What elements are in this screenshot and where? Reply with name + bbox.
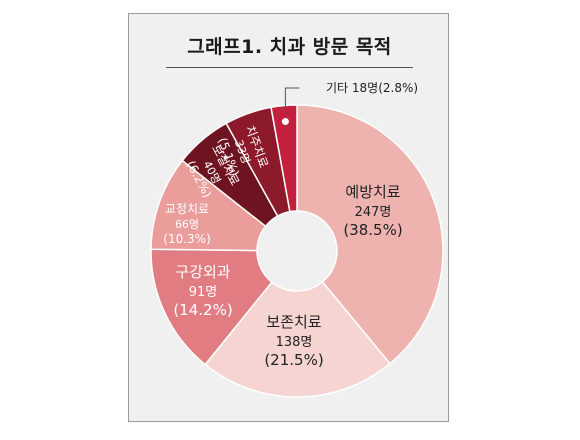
slice-1-count: 247명 — [355, 205, 392, 220]
slice-7-marker — [281, 118, 289, 126]
slice-2-count: 138명 — [276, 335, 313, 350]
slice-1-label: 예방치료 — [345, 183, 400, 201]
slice-4-label: 교정치료 — [165, 202, 209, 216]
slice-7-label-name: 기타 — [326, 81, 352, 95]
donut-slice-7 — [270, 104, 298, 213]
slice-3-percent: (14.2%) — [173, 301, 232, 319]
slice-4-count: 66명 — [175, 218, 199, 231]
slice-1-percent: (38.5%) — [343, 221, 402, 239]
slice-3-count: 91명 — [189, 285, 218, 300]
donut-slice-1 — [296, 104, 444, 365]
donut-slice-2 — [204, 280, 391, 398]
slice-2-label-group: 보존치료 138명(21.5%) — [264, 313, 323, 369]
slice-7-label: 기타 18명(2.8%) — [326, 81, 418, 95]
slice-4-label-group: 교정치료 66명(10.3%) — [163, 202, 210, 246]
slice-1-label-group: 예방치료 247명(38.5%) — [343, 183, 402, 239]
title-divider — [166, 67, 413, 68]
donut-slice-3 — [150, 248, 273, 366]
slice-2-label: 보존치료 — [266, 313, 321, 331]
slice-3-label: 구강외과 — [175, 263, 230, 281]
slice-3-label-group: 구강외과 91명(14.2%) — [173, 263, 232, 319]
slice-4-percent: (10.3%) — [163, 232, 210, 246]
slice-2-percent: (21.5%) — [264, 351, 323, 369]
slice-7-label-value: 18명(2.8%) — [352, 81, 418, 95]
slice-7-leader-line — [284, 87, 300, 114]
chart-title: 그래프1. 치과 방문 목적 — [187, 36, 392, 58]
donut-slice-4 — [150, 159, 267, 252]
